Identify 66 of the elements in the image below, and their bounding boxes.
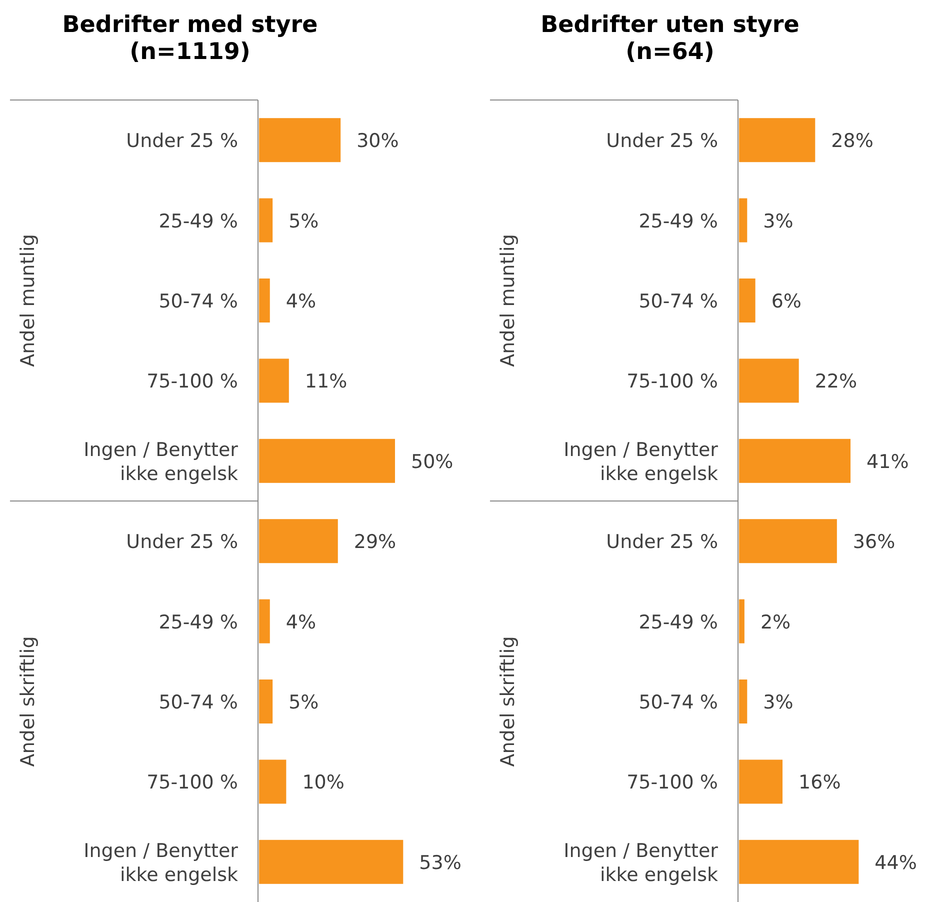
data-label: 50%	[411, 450, 454, 473]
bar	[739, 519, 837, 564]
data-label: 53%	[419, 852, 462, 874]
y-tick-label: Under 25 %	[606, 130, 718, 152]
y-tick-label: Under 25 %	[606, 531, 718, 554]
data-label: 4%	[286, 611, 316, 634]
y-tick-label: 50-74 %	[638, 692, 718, 714]
data-label: 4%	[286, 290, 316, 312]
text: Andel muntlig	[17, 234, 39, 367]
bar	[259, 278, 270, 322]
bar	[259, 840, 404, 884]
y-tick-label: Ingen / Benytter ikke engelsk	[84, 840, 238, 886]
chart-title: Bedrifter med styre (n=1119)	[62, 12, 318, 65]
y-tick-label: 25-49 %	[158, 210, 238, 232]
bar	[739, 438, 851, 483]
data-label: 28%	[831, 130, 874, 152]
bar	[259, 198, 273, 242]
data-label: 29%	[354, 531, 396, 554]
bar	[259, 599, 270, 644]
bar	[739, 680, 748, 724]
y-tick-label: Ingen / Benytter ikke engelsk	[564, 438, 718, 485]
bar	[739, 358, 799, 403]
y-tick-label: Under 25 %	[126, 130, 238, 152]
bar	[259, 118, 341, 162]
bar	[739, 118, 816, 162]
bar	[739, 840, 859, 884]
text: Andel muntlig	[497, 234, 519, 367]
y-tick-label: 50-74 %	[158, 692, 238, 714]
bar	[259, 358, 289, 403]
bar	[739, 599, 744, 644]
bar	[739, 760, 783, 804]
y-tick-label: 75-100 %	[146, 370, 238, 393]
chart-title: Bedrifter uten styre (n=64)	[540, 12, 800, 65]
y-tick-label: Under 25 %	[126, 531, 238, 554]
y-tick-label: 75-100 %	[626, 772, 718, 794]
y-tick-label: Ingen / Benytter ikke engelsk	[84, 438, 238, 485]
y-tick-label: 25-49 %	[638, 210, 718, 232]
y-tick-label: 25-49 %	[158, 611, 238, 634]
text: Andel skriftlig	[17, 636, 39, 767]
data-label: 22%	[814, 370, 858, 393]
data-label: 36%	[852, 531, 896, 554]
data-label: 3%	[763, 210, 794, 232]
data-label: 44%	[874, 852, 917, 874]
bar	[739, 198, 748, 242]
data-label: 11%	[304, 370, 348, 393]
bar	[259, 760, 286, 804]
data-label: 2%	[760, 611, 791, 634]
bar	[259, 519, 338, 564]
y-tick-label: 50-74 %	[158, 290, 238, 312]
data-label: 5%	[288, 210, 319, 232]
y-tick-label: Ingen / Benytter ikke engelsk	[564, 840, 718, 886]
bar	[259, 680, 273, 724]
bar	[259, 438, 395, 483]
text: Andel skriftlig	[497, 636, 519, 767]
y-tick-label: 75-100 %	[626, 370, 718, 393]
y-tick-label: 50-74 %	[638, 290, 718, 312]
data-label: 41%	[866, 450, 909, 473]
y-tick-label: 75-100 %	[146, 772, 238, 794]
y-tick-label: 25-49 %	[638, 611, 718, 634]
data-label: 6%	[771, 290, 802, 312]
data-label: 5%	[288, 692, 319, 714]
data-label: 30%	[356, 130, 399, 152]
data-label: 10%	[302, 772, 344, 794]
data-label: 16%	[798, 772, 841, 794]
data-label: 3%	[763, 692, 794, 714]
bar	[739, 278, 756, 322]
